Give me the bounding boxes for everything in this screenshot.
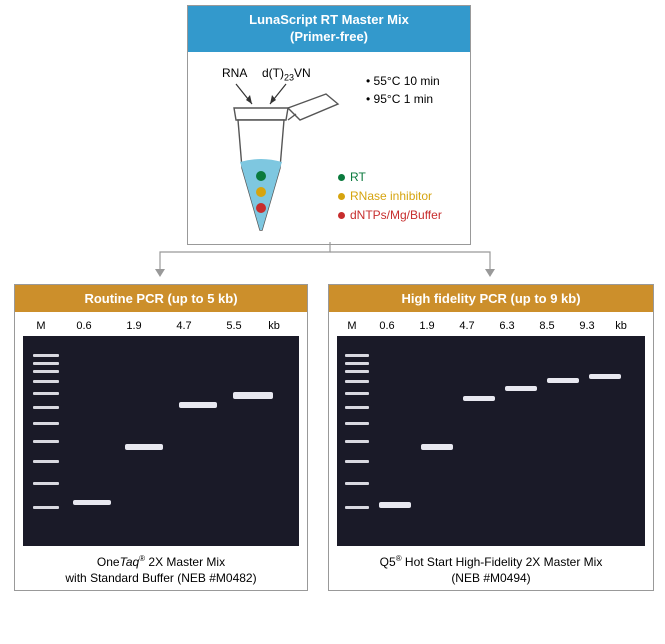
tube-legend: RT RNase inhibitor dNTPs/Mg/Buffer (338, 168, 442, 226)
hifi-lane-labels: M0.61.94.76.38.59.3kb (329, 312, 653, 336)
lane-label: 1.9 (407, 320, 447, 332)
routine-lane-labels: M0.61.94.75.5kb (15, 312, 307, 336)
ladder-band (345, 460, 369, 463)
routine-gel (23, 336, 299, 546)
lane-label: 5.5 (209, 320, 259, 332)
gel-band (179, 402, 217, 408)
lane-label: M (23, 320, 59, 332)
tube-dot-dntps (256, 203, 266, 213)
condition-1: 55°C 10 min (366, 72, 440, 90)
top-body: RNA d(T)23VN 55°C 10 min 95°C 1 min (188, 52, 470, 244)
legend-item-rt: RT (338, 168, 442, 187)
ladder-band (33, 406, 59, 409)
gel-band (589, 374, 621, 379)
lane-label: 4.7 (447, 320, 487, 332)
lane-label: 4.7 (159, 320, 209, 332)
gel-band (73, 500, 111, 505)
ladder-band (345, 380, 369, 383)
top-panel: LunaScript RT Master Mix (Primer-free) R… (187, 5, 471, 245)
gel-band (233, 392, 273, 399)
lane-label: 6.3 (487, 320, 527, 332)
lane-label: 0.6 (367, 320, 407, 332)
ladder-band (33, 362, 59, 365)
ladder-band (33, 506, 59, 509)
ladder-band (345, 506, 369, 509)
routine-caption: OneTaq® 2X Master Mixwith Standard Buffe… (15, 554, 307, 586)
hifi-pcr-header: High fidelity PCR (up to 9 kb) (329, 285, 653, 312)
tube-dot-rt (256, 171, 266, 181)
routine-pcr-panel: Routine PCR (up to 5 kb) M0.61.94.75.5kb… (14, 284, 308, 591)
gel-band (379, 502, 411, 508)
lane-label: 1.9 (109, 320, 159, 332)
tube-icon (206, 80, 356, 245)
ladder-band (33, 380, 59, 383)
ladder-band (345, 362, 369, 365)
hifi-pcr-panel: High fidelity PCR (up to 9 kb) M0.61.94.… (328, 284, 654, 591)
top-header: LunaScript RT Master Mix (Primer-free) (188, 6, 470, 52)
top-header-line2: (Primer-free) (290, 29, 368, 44)
ladder-band (33, 392, 59, 395)
routine-pcr-header: Routine PCR (up to 5 kb) (15, 285, 307, 312)
ladder-band (345, 370, 369, 373)
rna-label: RNA (222, 66, 247, 80)
connector-lines (0, 242, 665, 282)
tube-dot-rnase (256, 187, 266, 197)
gel-band (421, 444, 453, 450)
legend-item-dntps: dNTPs/Mg/Buffer (338, 206, 442, 225)
ladder-band (345, 422, 369, 425)
conditions-list: 55°C 10 min 95°C 1 min (366, 72, 440, 108)
lane-label: kb (259, 320, 289, 332)
ladder-band (345, 482, 369, 485)
lane-label: M (337, 320, 367, 332)
top-header-line1: LunaScript RT Master Mix (249, 12, 409, 27)
ladder-band (345, 392, 369, 395)
ladder-band (345, 354, 369, 357)
condition-2: 95°C 1 min (366, 90, 440, 108)
hifi-caption: Q5® Hot Start High-Fidelity 2X Master Mi… (329, 554, 653, 586)
ladder-band (33, 460, 59, 463)
ladder-band (345, 440, 369, 443)
legend-item-rnase: RNase inhibitor (338, 187, 442, 206)
gel-band (463, 396, 495, 401)
lane-label: 9.3 (567, 320, 607, 332)
gel-band (547, 378, 579, 383)
lane-label: kb (607, 320, 635, 332)
lane-label: 0.6 (59, 320, 109, 332)
lane-label: 8.5 (527, 320, 567, 332)
gel-band (125, 444, 163, 450)
hifi-gel (337, 336, 645, 546)
ladder-band (345, 406, 369, 409)
ladder-band (33, 354, 59, 357)
ladder-band (33, 482, 59, 485)
gel-band (505, 386, 537, 391)
ladder-band (33, 440, 59, 443)
ladder-band (33, 370, 59, 373)
ladder-band (33, 422, 59, 425)
